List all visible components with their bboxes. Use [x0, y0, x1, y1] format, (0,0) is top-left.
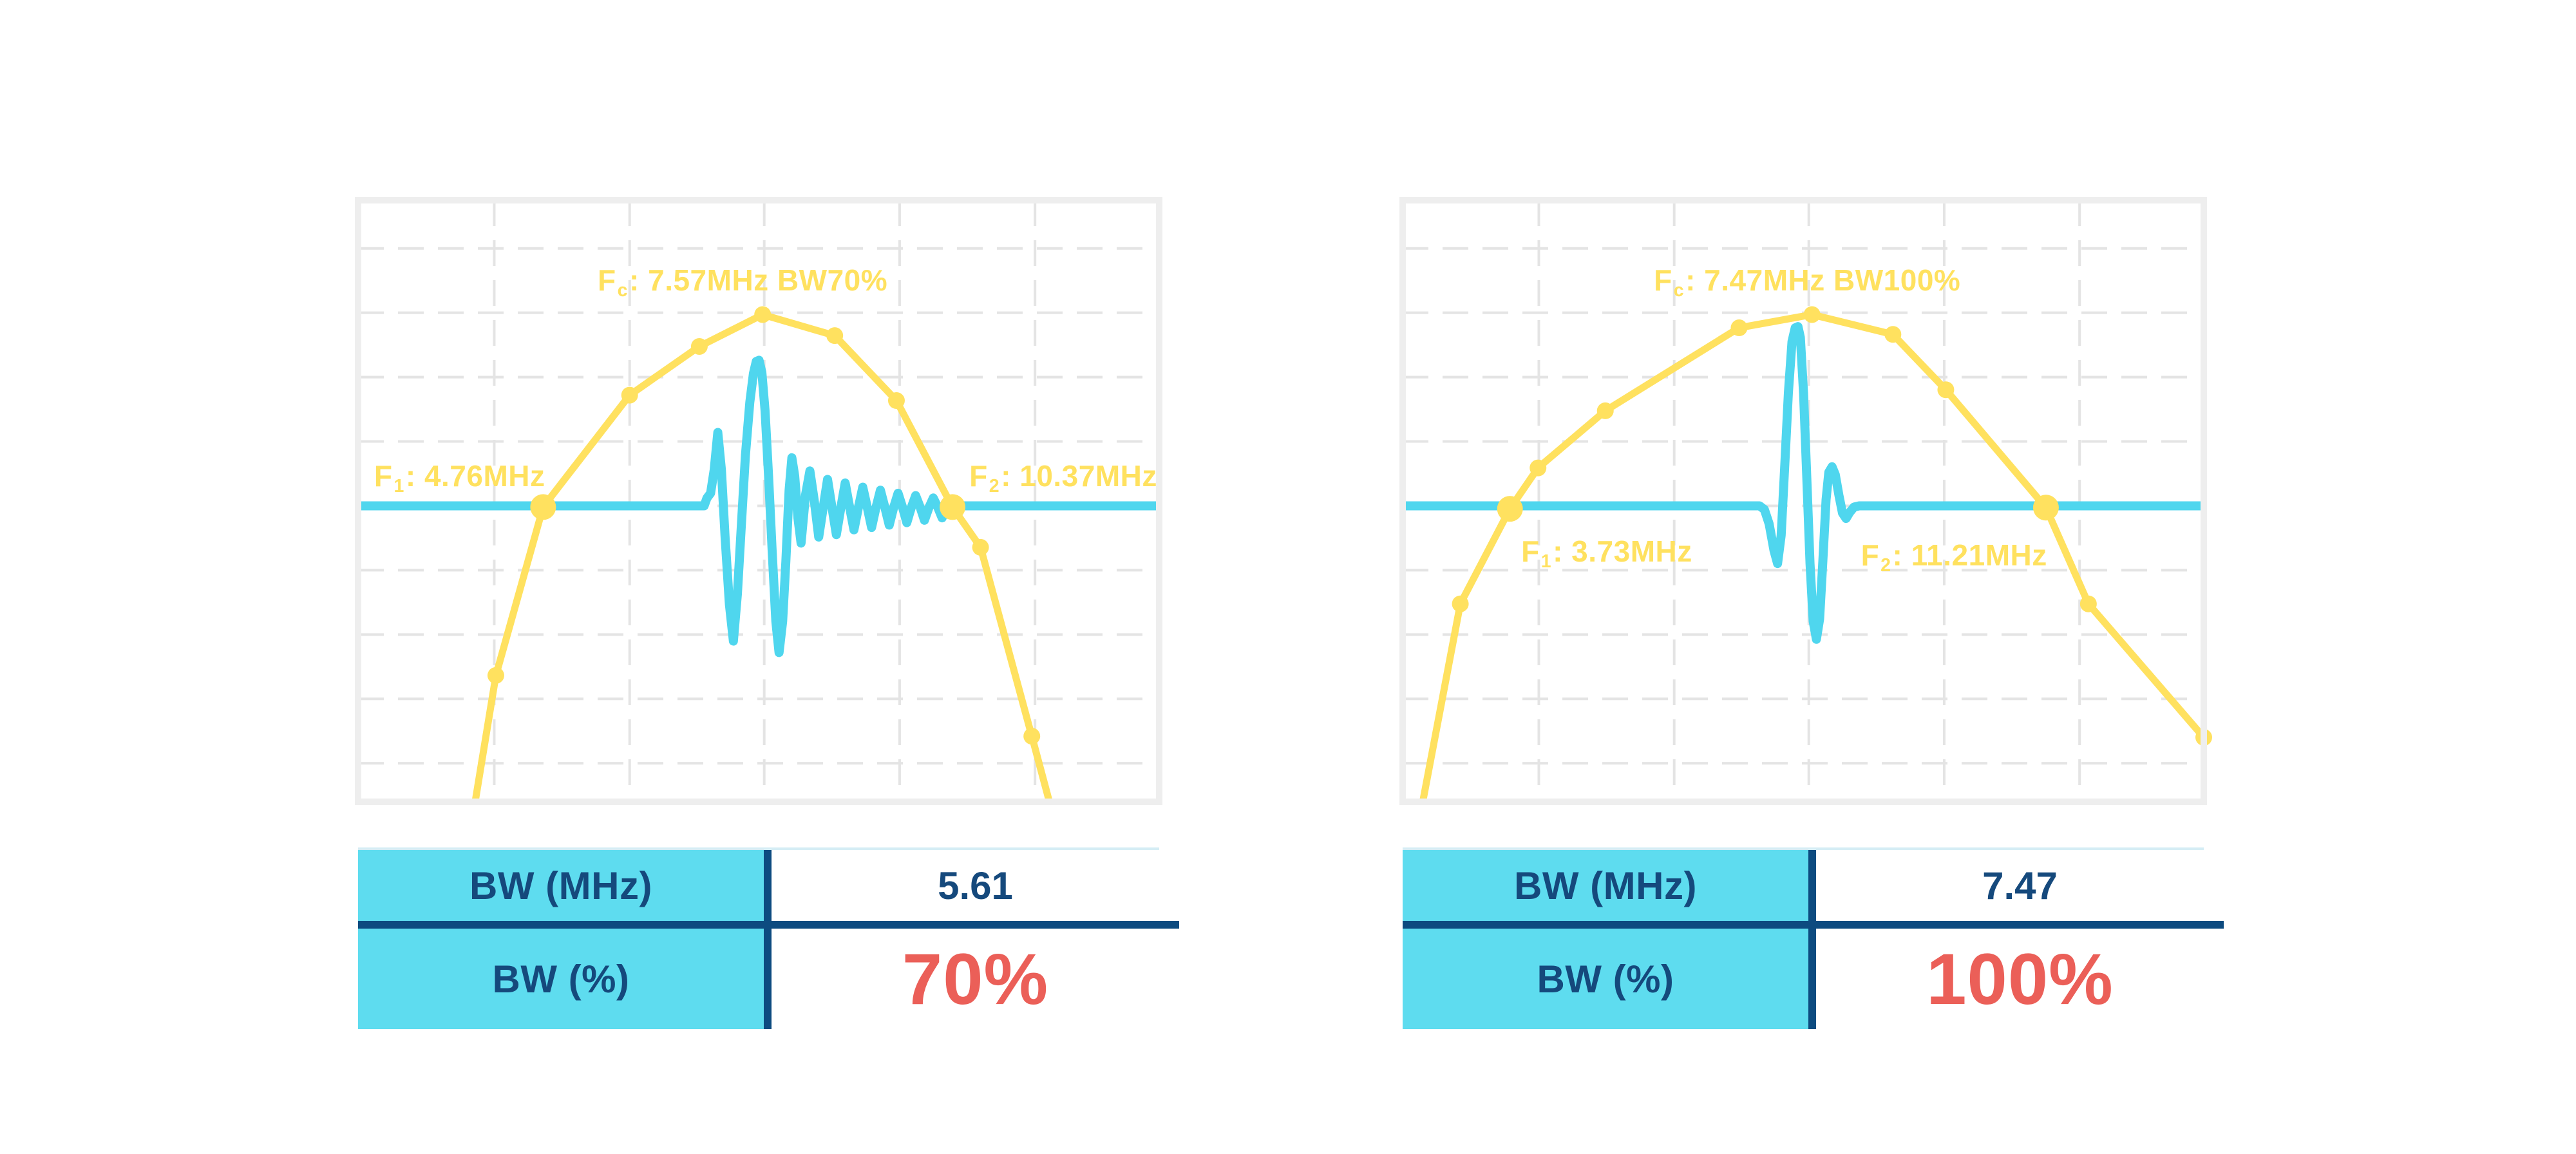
table-label-bw-mhz: BW (MHz) [469, 864, 652, 907]
spectrum-point-marker [621, 386, 638, 404]
plot-svg-bw100 [1399, 197, 2212, 805]
spectrum-point-marker [690, 337, 708, 355]
plot-svg-bw70 [355, 197, 1162, 805]
table-row-divider [358, 921, 1179, 929]
table-label-bw-mhz: BW (MHz) [1514, 864, 1697, 907]
spectrum-point-marker [487, 667, 504, 684]
pulse-waveform [358, 355, 1159, 657]
spectrum-point-marker [1730, 319, 1748, 337]
table-row-divider [1403, 921, 2224, 929]
fc-prefix: F [598, 263, 616, 298]
center-frequency-label: Fc: 7.57MHz BW70% [598, 263, 888, 299]
spectrum-point-marker [1452, 595, 1469, 612]
table-header-column [358, 850, 764, 1029]
center-frequency-label: Fc: 7.47MHz BW100% [1654, 263, 1961, 299]
spectrum-point-marker [1596, 402, 1614, 419]
fc-subscript: c [617, 280, 629, 301]
chart-bw70: Fc: 7.57MHz BW70% F1: 4.76MHz F2: 10.37M… [355, 197, 1162, 805]
f1-frequency-label: F1: 3.73MHz [1521, 534, 1692, 571]
spectrum-point-marker [2079, 595, 2097, 612]
bandwidth-table-bw70: BW (MHz) BW (%) 5.61 70% [358, 847, 1179, 1030]
fc-value: : 7.47MHz BW100% [1685, 263, 1961, 298]
spectrum-point-marker [754, 306, 772, 323]
f1-value: : 4.76MHz [405, 459, 545, 493]
table-label-bw-pct: BW (%) [492, 957, 630, 1001]
spectrum-point-marker [1023, 728, 1041, 745]
f2-frequency-label: F2: 11.21MHz [1861, 538, 2047, 574]
fc-subscript: c [1673, 280, 1685, 301]
cutoff-point-marker [1497, 496, 1523, 522]
spectrum-point-marker [1530, 459, 1547, 477]
spectrum-point-marker [1937, 381, 1955, 399]
pulse-waveform [1403, 322, 2204, 644]
table-top-rule [358, 847, 1159, 850]
chart-bw100: Fc: 7.47MHz BW100% F1: 3.73MHz F2: 11.21… [1399, 197, 2212, 805]
spectrum-curve [1419, 311, 2208, 802]
table-top-rule [1403, 847, 2204, 850]
f2-value: : 10.37MHz [1001, 459, 1157, 493]
f1-prefix: F [374, 459, 393, 493]
f1-value: : 3.73MHz [1553, 534, 1692, 568]
bandwidth-table-bw100: BW (MHz) BW (%) 7.47 100% [1403, 847, 2224, 1030]
f2-subscript: 2 [989, 475, 1000, 497]
cutoff-point-marker [940, 494, 966, 520]
f1-frequency-label: F1: 4.76MHz [374, 459, 545, 495]
f2-value: : 11.21MHz [1892, 538, 2047, 572]
f1-subscript: 1 [393, 475, 404, 497]
table-vertical-rule [764, 850, 772, 1029]
table-vertical-rule [1808, 850, 1816, 1029]
chart-border [1399, 197, 2207, 805]
fc-prefix: F [1654, 263, 1672, 298]
f2-subscript: 2 [1880, 555, 1891, 576]
f2-frequency-label: F2: 10.37MHz [969, 459, 1157, 495]
table-value-bw-pct: 100% [1926, 938, 2114, 1019]
spectrum-point-marker [972, 538, 989, 556]
f2-prefix: F [969, 459, 988, 493]
f2-prefix: F [1861, 538, 1880, 572]
spectrum-curve [471, 311, 1054, 802]
table-header-column [1403, 850, 1808, 1029]
chart-border [355, 197, 1162, 805]
spectrum-point-marker [1884, 326, 1902, 343]
fc-value: : 7.57MHz BW70% [629, 263, 888, 298]
table-value-bw-pct: 70% [902, 938, 1049, 1019]
table-value-bw-mhz: 7.47 [1982, 864, 2058, 907]
table-value-bw-mhz: 5.61 [938, 864, 1013, 907]
cutoff-point-marker [2032, 495, 2059, 521]
spectrum-point-marker [826, 327, 844, 345]
cutoff-point-marker [530, 494, 556, 520]
f1-prefix: F [1521, 534, 1540, 568]
spectrum-point-marker [887, 392, 905, 410]
table-label-bw-pct: BW (%) [1537, 957, 1674, 1001]
spectrum-point-marker [1803, 306, 1821, 323]
f1-subscript: 1 [1540, 551, 1552, 572]
